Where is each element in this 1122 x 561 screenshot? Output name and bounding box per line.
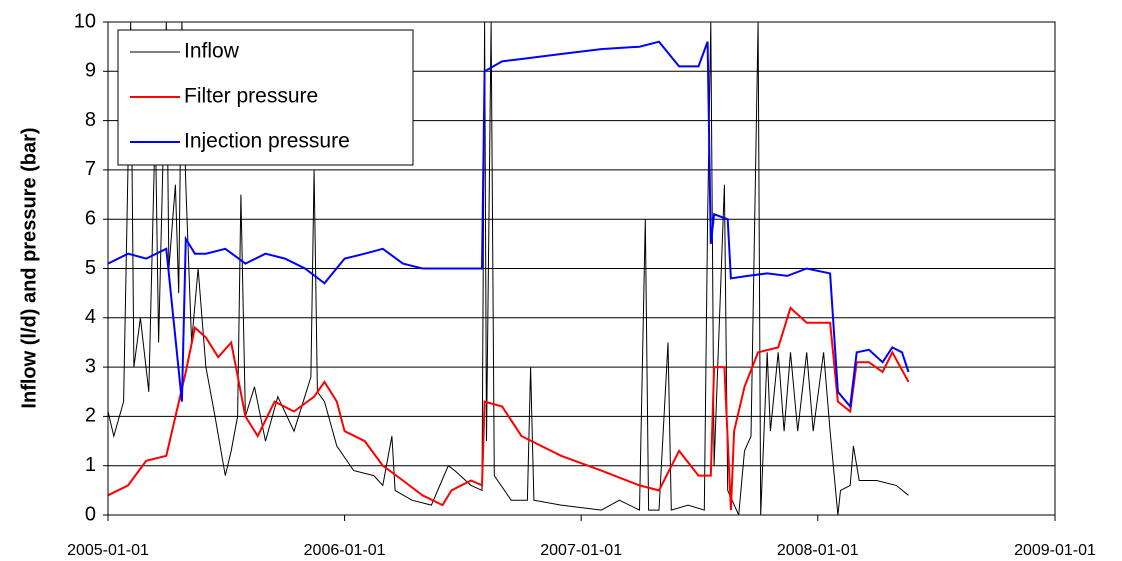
y-tick-label: 2 [85, 405, 96, 427]
y-tick-label: 6 [85, 207, 96, 229]
x-tick-label: 2007-01-01 [540, 542, 622, 559]
x-tick-label: 2006-01-01 [304, 542, 386, 559]
plot-border [107, 21, 1056, 516]
y-tick-label: 1 [85, 454, 96, 476]
y-tick-label: 8 [85, 109, 96, 131]
x-tick-label: 2005-01-01 [67, 542, 149, 559]
x-tick-label: 2008-01-01 [777, 542, 859, 559]
y-tick-label: 5 [85, 257, 96, 279]
y-tick-label: 3 [85, 355, 96, 377]
legend-label: Injection pressure [184, 130, 350, 153]
legend-label: Inflow [184, 40, 240, 63]
y-axis-title: Inflow (l/d) and pressure (bar) [18, 127, 40, 408]
y-tick-label: 4 [85, 306, 96, 328]
y-tick-label: 9 [85, 60, 96, 82]
series-line [108, 40, 910, 409]
legend-label: Filter pressure [184, 85, 318, 108]
y-tick-label: 10 [74, 10, 96, 32]
x-tick-label: 2009-01-01 [1014, 542, 1096, 559]
y-tick-label: 7 [85, 158, 96, 180]
series-line [108, 306, 910, 511]
y-tick-label: 0 [85, 503, 96, 525]
